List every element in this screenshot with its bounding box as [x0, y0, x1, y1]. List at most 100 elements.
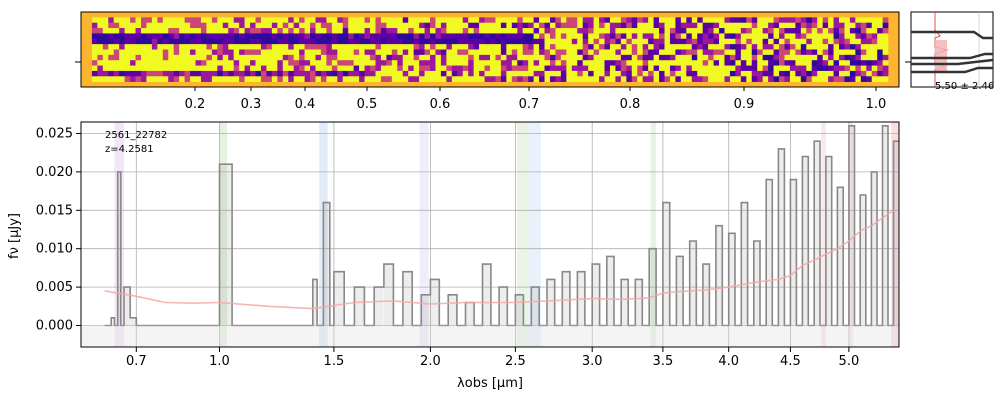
heatmap-cell — [446, 17, 453, 24]
heatmap-cell — [222, 44, 229, 50]
heatmap-cell — [271, 70, 278, 77]
heatmap-cell — [697, 17, 703, 24]
heatmap-cell — [588, 33, 594, 40]
heatmap-cell — [686, 28, 693, 34]
heatmap-cell — [500, 65, 507, 72]
heatmap-cell — [866, 76, 873, 82]
heatmap-cell — [451, 54, 458, 61]
heatmap-cell — [271, 49, 278, 56]
heatmap-cell — [179, 28, 185, 34]
heatmap-cell — [315, 44, 322, 50]
heatmap-cell — [604, 49, 611, 56]
heatmap-cell — [779, 22, 785, 29]
heatmap-cell — [440, 54, 447, 61]
heatmap-cell — [200, 49, 207, 56]
heatmap-cell — [397, 70, 404, 77]
flux-bar — [741, 202, 748, 326]
heatmap-cell — [866, 33, 873, 40]
heatmap-cell — [620, 28, 627, 34]
heatmap-cell — [713, 49, 720, 56]
heatmap-cell — [119, 38, 125, 45]
heatmap-cell — [157, 65, 164, 72]
heatmap-cell — [135, 49, 142, 56]
heatmap-cell — [806, 70, 813, 77]
heatmap-cell — [173, 33, 180, 40]
heatmap-cell — [250, 17, 256, 24]
heatmap-cell — [320, 17, 327, 24]
heatmap-cell — [839, 76, 845, 82]
heatmap-cell — [320, 33, 327, 40]
heatmap-cell — [866, 70, 873, 77]
heatmap-cell — [97, 60, 104, 66]
flux-bar — [312, 279, 317, 326]
heatmap-cell — [190, 17, 196, 24]
heatmap-cell — [642, 49, 649, 56]
heatmap-cell — [866, 22, 873, 29]
heatmap-cell — [784, 17, 791, 24]
heatmap-cell — [724, 22, 731, 29]
heatmap-cell — [282, 17, 289, 24]
heatmap-cell — [599, 54, 605, 61]
heatmap-cell — [490, 76, 496, 82]
heatmap-cell — [130, 49, 136, 56]
heatmap-cell — [751, 70, 758, 77]
heatmap-cell — [577, 33, 583, 40]
heatmap-cell — [599, 65, 605, 72]
heatmap-cell — [631, 76, 638, 82]
heatmap-cell — [430, 60, 436, 66]
heatmap-cell — [566, 76, 573, 82]
line-band — [219, 122, 228, 347]
heatmap-cell — [146, 60, 153, 66]
heatmap-cell — [849, 22, 856, 29]
heatmap-cell — [626, 70, 633, 77]
heatmap-cell — [135, 28, 142, 34]
heatmap-cell — [839, 49, 845, 56]
heatmap-cell — [342, 76, 349, 82]
heatmap-cell — [724, 17, 731, 24]
heatmap-cell — [375, 44, 382, 50]
heatmap-cell — [299, 70, 305, 77]
heatmap-cell — [773, 28, 780, 34]
heatmap-cell — [833, 33, 840, 40]
heatmap-cell — [833, 65, 840, 72]
heatmap-cell — [817, 76, 823, 82]
heatmap-cell — [228, 33, 234, 40]
heatmap-cell — [190, 44, 196, 50]
heatmap-cell — [315, 60, 322, 66]
heatmap-cell — [800, 28, 807, 34]
heatmap-cell — [604, 22, 611, 29]
heatmap-cell — [102, 38, 109, 45]
heatmap-cell — [451, 65, 458, 72]
heatmap-cell — [604, 54, 611, 61]
heatmap-cell — [517, 70, 524, 77]
heatmap-cell — [751, 28, 758, 34]
heatmap-cell — [828, 65, 834, 72]
heatmap-cell — [424, 22, 431, 29]
heatmap-cell — [277, 44, 284, 50]
heatmap-cell — [588, 60, 594, 66]
heatmap-cell — [173, 49, 180, 56]
heatmap-cell — [713, 22, 720, 29]
heatmap-cell — [473, 28, 480, 34]
heatmap-cell — [179, 33, 185, 40]
heatmap-cell — [839, 28, 845, 34]
flux-bar — [562, 271, 570, 326]
heatmap-cell — [326, 49, 333, 56]
heatmap-cell — [528, 44, 534, 50]
heatmap-cell — [430, 70, 436, 77]
heatmap-cell — [490, 44, 496, 50]
heatmap-cell — [560, 76, 567, 82]
heatmap-cell — [419, 49, 425, 56]
heatmap-cell — [353, 38, 360, 45]
heatmap-cell — [462, 33, 469, 40]
heatmap-cell — [124, 60, 131, 66]
heatmap-cell — [724, 54, 731, 61]
heatmap-cell — [222, 70, 229, 77]
heatmap-cell — [691, 17, 698, 24]
heatmap-cell — [511, 17, 518, 24]
line-band — [848, 122, 854, 347]
heatmap-cell — [719, 33, 725, 40]
flux-bar — [531, 287, 539, 326]
heatmap-cell — [779, 60, 785, 66]
heatmap-cell — [860, 22, 867, 29]
